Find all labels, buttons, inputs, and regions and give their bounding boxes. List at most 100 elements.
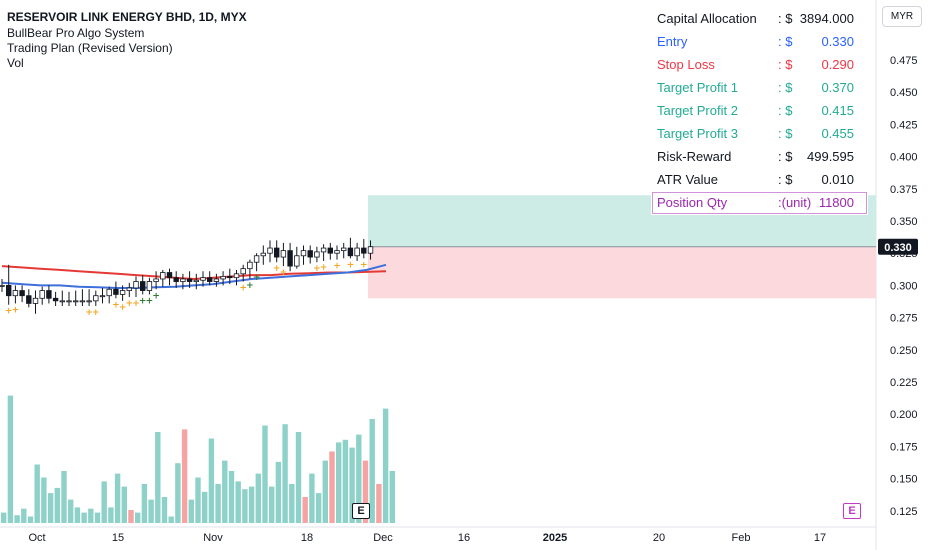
volume-bar [362,460,369,523]
plan-separator: : $ [778,34,793,49]
volume-bar [235,481,241,523]
candle-body [280,250,287,258]
volume-bar [356,434,362,523]
price-tick-label: 0.400 [890,152,918,164]
price-tick-label: 0.300 [890,280,918,292]
candle-body [66,300,72,303]
plan-row: Stop Loss: $ 0.290 [651,54,868,76]
volume-bar [168,516,174,523]
volume-bar [282,424,288,523]
candle-body [247,261,253,270]
buy-signal-marker: + [280,268,288,278]
candle-body [39,290,45,299]
volume-bar [121,486,127,523]
candle-body [327,247,333,254]
candle-body [166,272,173,279]
plan-value: 0.370 [821,80,854,95]
plan-separator: : $ [778,103,793,118]
candle-body [340,247,347,252]
buy-signal-marker: + [132,299,140,309]
volume-bar [248,486,255,523]
candle-body [260,252,266,257]
plan-row: Position Qty:(unit) 11800 [651,192,868,214]
symbol-title[interactable]: RESERVOIR LINK ENERGY BHD, 1D, MYX [7,10,247,24]
volume-bar [61,471,67,523]
candle-body [12,290,19,297]
volume-bar [1,512,7,523]
candle-body [300,250,307,257]
candle-body [59,300,65,303]
sell-signal-marker: + [146,296,154,306]
volume-bar [141,484,148,523]
candle-body [106,288,112,297]
volume-bar [135,512,141,523]
plan-row: Capital Allocation: $ 3894.000 [651,8,868,30]
plan-label: Risk-Reward [657,149,732,164]
price-tick-label: 0.425 [890,119,918,131]
current-price-label: 0.330 [884,242,912,254]
candle-body [6,284,12,297]
plan-value: 0.455 [821,126,854,141]
candle-body [213,278,220,282]
candle-body [314,251,320,258]
candle-body [26,295,32,304]
candle-body [287,250,293,267]
volume-bar [255,473,261,523]
volume-bar [27,516,34,523]
buy-signal-marker: + [239,284,247,294]
sell-signal-marker: + [139,296,147,306]
volume-bar [108,507,114,523]
candle-body [361,247,367,254]
buy-signal-marker: + [313,264,321,274]
candle-body [119,290,126,295]
price-tick-label: 0.350 [890,216,918,228]
price-tick-label: 0.475 [890,55,918,67]
candle-body [240,268,246,275]
price-tick-label: 0.450 [890,87,918,99]
volume-bar [34,464,40,523]
indicator-label[interactable]: BullBear Pro Algo System [7,26,145,40]
plan-separator: :(unit) [778,195,812,210]
candle-body [173,277,179,282]
plan-row: Entry: $ 0.330 [651,31,868,53]
volume-bar [68,499,74,523]
buy-signal-marker: + [119,303,127,313]
candle-body [294,255,300,267]
volume-bar [155,432,161,523]
buy-signal-marker: + [360,260,368,270]
plan-label: Stop Loss [657,57,715,72]
volume-bar [228,471,235,523]
current-price-tag [878,238,918,255]
time-tick-label: 18 [301,532,313,544]
candle-body [193,279,199,282]
plan-row: Target Profit 1: $ 0.370 [651,77,868,99]
volume-bar [295,432,302,523]
candle-body [347,247,354,257]
candle-body [160,272,166,280]
buy-signal-marker: + [5,307,13,317]
currency-button[interactable]: MYR [882,6,922,27]
candle-body [79,300,86,303]
volume-bar [376,484,382,523]
candle-body [354,247,360,257]
price-tick-label: 0.200 [890,409,918,421]
price-tick-label: 0.225 [890,377,918,389]
time-tick-label: 16 [458,532,470,544]
price-tick-label: 0.250 [890,345,918,357]
trading-plan-label[interactable]: Trading Plan (Revised Version) [7,41,173,55]
volume-label[interactable]: Vol [7,56,24,70]
price-tick-label: 0.125 [890,506,918,518]
candle-body [19,290,25,297]
ma-blue-line [1,263,387,289]
candle-body [206,277,213,282]
buy-signal-marker: + [347,260,355,270]
volume-bar [47,493,54,523]
earnings-upcoming-marker[interactable]: E [843,503,861,519]
earnings-past-marker[interactable]: E [352,503,370,519]
candle-body [320,247,327,253]
plan-value: 499.595 [807,149,854,164]
volume-bar [289,484,295,523]
candle-body [46,290,52,299]
time-tick-label: 2025 [543,532,567,544]
